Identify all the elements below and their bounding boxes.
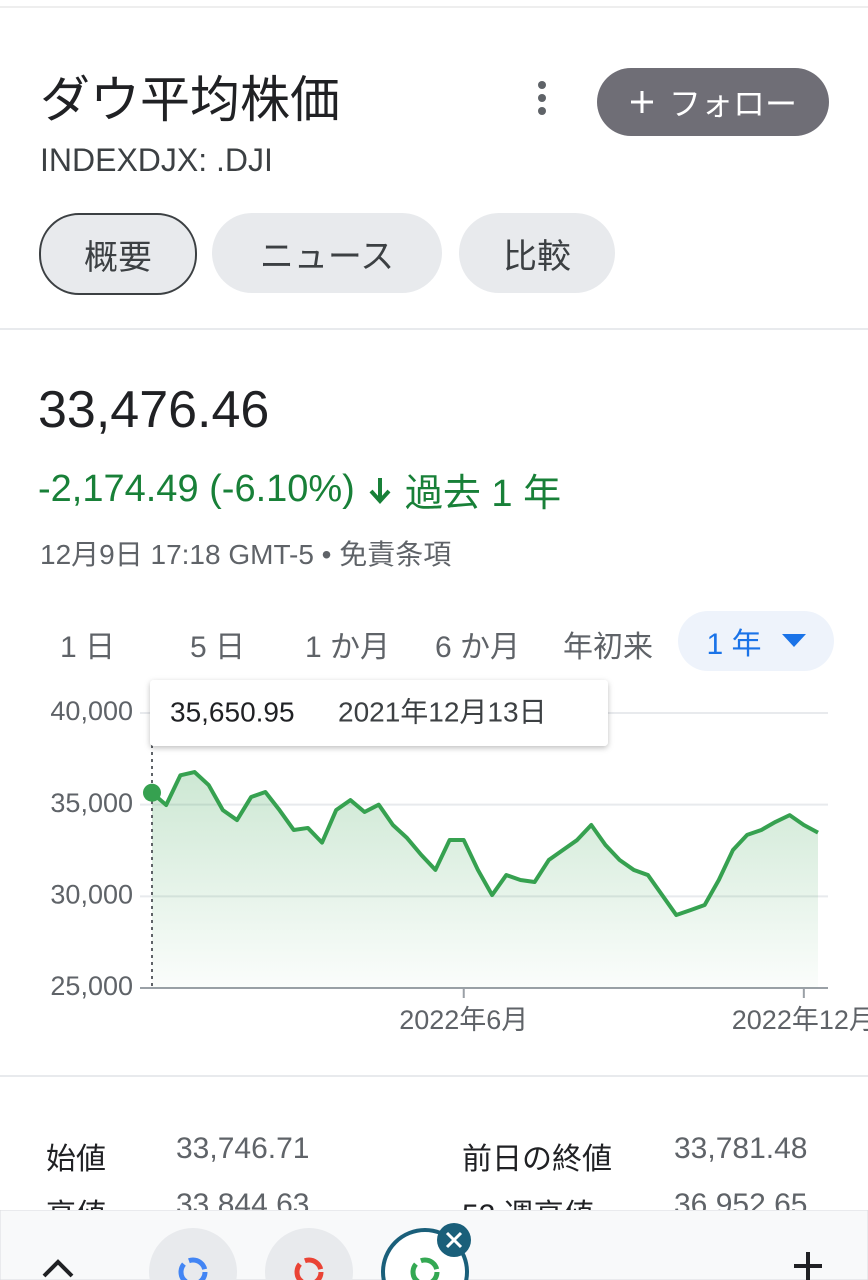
range[interactable]: 1 か月 — [305, 631, 391, 664]
tab[interactable]: ニュース — [212, 213, 442, 293]
timestamp-row: 12月9日 17:18 GMT-5 • 免責条項 — [40, 539, 452, 570]
range[interactable]: 6 か月 — [435, 631, 521, 664]
browser-tab[interactable] — [149, 1228, 237, 1280]
change-row: -2,174.49 (-6.10%) 過去 1 年 — [38, 462, 561, 517]
tooltip-date: 2021年12月13日 — [338, 696, 547, 727]
x-tick-label: 2022年6月 — [399, 1005, 528, 1035]
tab[interactable]: 概要 — [39, 213, 197, 295]
y-tick-label: 35,000 — [50, 788, 133, 818]
stat-label: 前日の終値 — [462, 1143, 612, 1176]
more-menu[interactable] — [530, 80, 554, 116]
y-tick-label: 30,000 — [50, 879, 133, 909]
range: 1 年 — [706, 628, 762, 661]
y-tick-label: 25,000 — [50, 971, 133, 1001]
ticker: INDEXDJX: .DJI — [40, 142, 273, 178]
title: ダウ平均株価 — [40, 72, 340, 128]
top-divider — [0, 6, 868, 8]
plus-icon — [630, 91, 653, 113]
stat-label: 始値 — [46, 1143, 106, 1176]
x-tick-label: 2022年12月 — [732, 1005, 868, 1035]
period: 過去 1 年 — [404, 473, 562, 515]
down-arrow — [369, 477, 391, 504]
area — [152, 772, 818, 988]
range[interactable]: 5 日 — [190, 631, 246, 664]
tab[interactable]: 比較 — [459, 213, 615, 293]
tooltip — [150, 680, 608, 746]
range-selected[interactable]: 1 年 — [678, 611, 834, 671]
follow-label: フォロー — [668, 86, 797, 122]
divider — [0, 1075, 868, 1077]
disclaimer[interactable]: 免責条項 — [339, 539, 452, 570]
new-tab[interactable] — [794, 1252, 822, 1280]
range[interactable]: 1 日 — [60, 631, 116, 664]
chart: 25,000 30,000 35,000 40,000 2022年6月 2022年12月 3… — [50, 680, 868, 1035]
stat-value: 33,746.71 — [176, 1132, 310, 1165]
timestamp: 12月9日 17:18 GMT-5 — [40, 539, 314, 570]
price-line — [150, 770, 819, 918]
follow-button[interactable]: フォロー — [597, 68, 829, 136]
browser-tab[interactable] — [265, 1228, 353, 1280]
divider — [0, 328, 868, 330]
hover-point — [143, 783, 161, 802]
change: -2,174.49 (-6.10%) — [38, 468, 355, 510]
stat-value: 33,781.48 — [674, 1132, 808, 1165]
price: 33,476.46 — [38, 381, 270, 439]
range[interactable]: 年初来 — [563, 631, 653, 664]
dropdown-icon — [781, 634, 806, 647]
bottom-bar — [0, 1210, 868, 1280]
y-tick-label: 40,000 — [50, 696, 133, 726]
tooltip-price: 35,650.95 — [170, 696, 295, 727]
expand-icon[interactable] — [42, 1259, 74, 1278]
